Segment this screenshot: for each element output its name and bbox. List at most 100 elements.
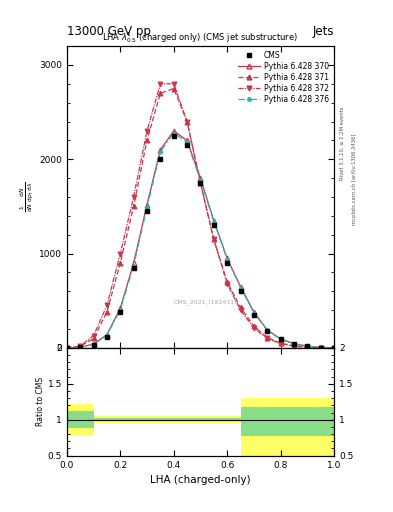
Pythia 6.428 371 [185, 118, 189, 124]
Pythia 6.428 371 [318, 345, 323, 351]
Line: Pythia 6.428 376: Pythia 6.428 376 [65, 131, 336, 350]
Pythia 6.428 370 [145, 201, 149, 207]
Text: mcplots.cern.ch [arXiv:1306.3436]: mcplots.cern.ch [arXiv:1306.3436] [352, 134, 357, 225]
CMS [292, 341, 296, 347]
Pythia 6.428 370 [225, 255, 230, 261]
Pythia 6.428 370 [265, 327, 270, 333]
CMS [211, 222, 216, 228]
Y-axis label: $\frac{1}{\mathrm{d}N}\,\frac{\mathrm{d}N}{\mathrm{d}p_T\,\mathrm{d}\lambda}$: $\frac{1}{\mathrm{d}N}\,\frac{\mathrm{d}… [19, 182, 36, 212]
Pythia 6.428 371 [278, 340, 283, 346]
Pythia 6.428 376 [64, 345, 69, 351]
Pythia 6.428 371 [305, 344, 310, 350]
Pythia 6.428 372 [198, 180, 203, 186]
Pythia 6.428 372 [211, 237, 216, 243]
Pythia 6.428 372 [225, 281, 230, 287]
Pythia 6.428 371 [252, 323, 256, 329]
Pythia 6.428 370 [198, 175, 203, 181]
Text: CMS_2021_I1924119: CMS_2021_I1924119 [173, 300, 238, 306]
CMS [278, 336, 283, 343]
Pythia 6.428 372 [332, 345, 336, 351]
Pythia 6.428 371 [238, 304, 243, 310]
CMS [198, 180, 203, 186]
CMS [105, 333, 109, 339]
CMS [318, 345, 323, 351]
Line: CMS: CMS [64, 133, 336, 350]
Pythia 6.428 371 [91, 335, 96, 342]
Pythia 6.428 371 [118, 260, 123, 266]
Bar [94, 418, 241, 421]
Pythia 6.428 370 [332, 345, 336, 351]
Pythia 6.428 372 [185, 118, 189, 124]
Pythia 6.428 370 [238, 284, 243, 290]
Pythia 6.428 372 [252, 325, 256, 331]
Pythia 6.428 376 [332, 345, 336, 351]
Pythia 6.428 370 [64, 345, 69, 351]
Pythia 6.428 372 [265, 335, 270, 342]
Pythia 6.428 376 [278, 336, 283, 343]
Pythia 6.428 372 [145, 128, 149, 134]
Bar [94, 416, 241, 423]
Pythia 6.428 376 [211, 219, 216, 225]
Pythia 6.428 371 [332, 345, 336, 351]
Text: Jets: Jets [312, 26, 334, 38]
X-axis label: LHA (charged-only): LHA (charged-only) [150, 475, 251, 485]
Pythia 6.428 370 [158, 147, 163, 153]
CMS [265, 328, 270, 334]
Legend: CMS, Pythia 6.428 370, Pythia 6.428 371, Pythia 6.428 372, Pythia 6.428 376: CMS, Pythia 6.428 370, Pythia 6.428 371,… [237, 50, 330, 105]
Pythia 6.428 371 [64, 345, 69, 351]
Pythia 6.428 376 [145, 204, 149, 210]
Pythia 6.428 376 [292, 341, 296, 347]
Pythia 6.428 371 [211, 237, 216, 243]
Pythia 6.428 370 [278, 336, 283, 342]
Pythia 6.428 370 [305, 343, 310, 349]
Pythia 6.428 372 [318, 345, 323, 351]
Line: Pythia 6.428 370: Pythia 6.428 370 [64, 129, 336, 350]
Pythia 6.428 370 [318, 345, 323, 351]
Line: Pythia 6.428 372: Pythia 6.428 372 [64, 81, 336, 350]
CMS [185, 142, 189, 148]
Pythia 6.428 376 [318, 345, 323, 351]
Pythia 6.428 376 [305, 343, 310, 349]
CMS [158, 156, 163, 162]
Pythia 6.428 372 [158, 81, 163, 87]
Pythia 6.428 371 [292, 343, 296, 349]
Text: LHA $\lambda^{1}_{0.5}$ (charged only) (CMS jet substructure): LHA $\lambda^{1}_{0.5}$ (charged only) (… [103, 30, 298, 45]
Pythia 6.428 376 [185, 139, 189, 145]
Pythia 6.428 372 [278, 340, 283, 347]
CMS [118, 309, 123, 315]
Pythia 6.428 376 [91, 341, 96, 347]
Pythia 6.428 372 [91, 333, 96, 339]
Pythia 6.428 370 [78, 344, 83, 350]
CMS [252, 312, 256, 318]
Pythia 6.428 370 [105, 332, 109, 338]
CMS [91, 342, 96, 348]
Pythia 6.428 371 [78, 344, 83, 350]
Pythia 6.428 371 [131, 203, 136, 209]
Pythia 6.428 372 [305, 344, 310, 350]
Pythia 6.428 376 [105, 332, 109, 338]
CMS [238, 288, 243, 294]
Bar [241, 407, 334, 436]
Pythia 6.428 370 [185, 137, 189, 143]
Pythia 6.428 376 [171, 130, 176, 136]
CMS [64, 345, 69, 351]
Pythia 6.428 370 [118, 305, 123, 311]
Pythia 6.428 371 [225, 279, 230, 285]
CMS [145, 208, 149, 214]
Pythia 6.428 372 [78, 343, 83, 349]
Line: Pythia 6.428 371: Pythia 6.428 371 [64, 86, 336, 350]
Pythia 6.428 371 [145, 137, 149, 143]
Pythia 6.428 376 [238, 285, 243, 291]
CMS [225, 260, 230, 266]
Bar [241, 398, 334, 456]
Pythia 6.428 371 [265, 334, 270, 340]
Pythia 6.428 376 [265, 327, 270, 333]
Pythia 6.428 370 [292, 340, 296, 347]
Pythia 6.428 371 [105, 309, 109, 315]
Text: 13000 GeV pp: 13000 GeV pp [67, 26, 151, 38]
Pythia 6.428 376 [78, 344, 83, 350]
Pythia 6.428 370 [211, 218, 216, 224]
Pythia 6.428 370 [171, 128, 176, 134]
Pythia 6.428 376 [198, 177, 203, 183]
Pythia 6.428 370 [91, 341, 96, 347]
